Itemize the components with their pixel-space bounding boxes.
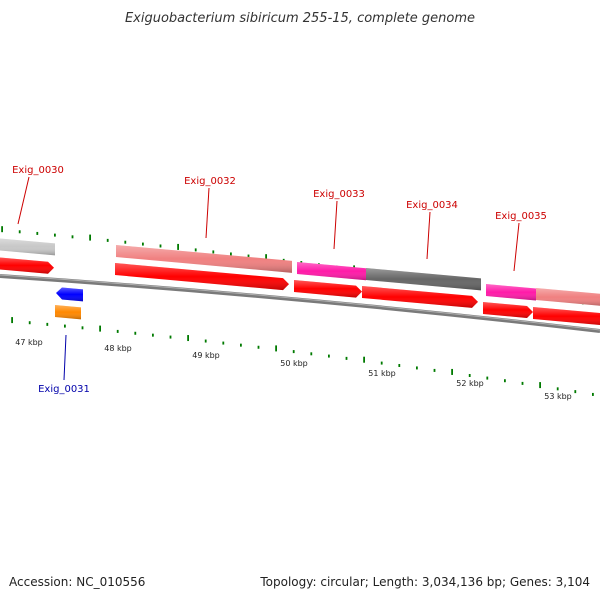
- upper-tick: [177, 243, 179, 250]
- feature-pink-exig-0032-shading: [116, 245, 292, 273]
- feature-magenta-exig-0033-shading: [297, 262, 366, 281]
- connector-exig-0034: [426, 211, 431, 260]
- scale-label-48kbp: 48 kbp: [104, 344, 132, 353]
- scale-label-47kbp: 47 kbp: [15, 338, 43, 347]
- gene-label-connectors: [17, 176, 520, 381]
- accession-text: Accession: NC_010556: [9, 575, 145, 589]
- gene-label-exig-0035[interactable]: Exig_0035: [495, 211, 547, 222]
- lower-tick: [592, 392, 594, 396]
- gene-label-exig-0032[interactable]: Exig_0032: [184, 176, 236, 187]
- upper-tick: [36, 231, 39, 235]
- lower-tick: [398, 363, 401, 367]
- lower-tick: [152, 333, 154, 337]
- lower-tick: [64, 324, 66, 328]
- lower-tick: [574, 390, 577, 394]
- lower-tick: [187, 335, 189, 342]
- gene-label-exig-0033[interactable]: Exig_0033: [313, 189, 365, 200]
- lower-tick: [46, 322, 49, 326]
- feature-pink-right-shading: [536, 288, 600, 306]
- genome-backbone-highlight: [0, 274, 600, 331]
- lower-tick: [486, 376, 489, 380]
- cds-red-exig-0030-shading: [0, 257, 54, 274]
- scale-label-50kbp: 50 kbp: [280, 359, 308, 368]
- scale-label-49kbp: 49 kbp: [192, 351, 220, 360]
- lower-tick: [521, 381, 524, 385]
- lower-tick: [81, 326, 84, 330]
- lower-tick: [257, 345, 260, 349]
- scale-label-53kbp: 53 kbp: [544, 392, 572, 401]
- lower-tick: [240, 343, 242, 347]
- upper-tick: [106, 238, 109, 242]
- feature-orange-exig-0031-shading: [55, 305, 81, 320]
- upper-tick: [1, 226, 3, 233]
- lower-tick-row: [11, 317, 594, 396]
- lower-tick: [468, 373, 471, 377]
- upper-tick: [71, 235, 74, 239]
- lower-tick: [28, 321, 31, 325]
- cds-red-exig-0033-shading: [294, 280, 362, 298]
- lower-tick: [380, 361, 383, 365]
- cds-red-exig-0032-shading: [115, 263, 289, 291]
- lower-tick: [416, 366, 418, 370]
- lower-tick: [292, 350, 295, 354]
- map-title: Exiguobacterium sibiricum 255-15, comple…: [125, 11, 475, 26]
- upper-tick: [194, 248, 197, 252]
- upper-tick: [124, 240, 127, 244]
- connector-exig-0030: [17, 176, 30, 225]
- genome-summary-text: Topology: circular; Length: 3,034,136 bp…: [259, 575, 590, 589]
- connector-exig-0035: [513, 222, 520, 272]
- gene-label-exig-0034[interactable]: Exig_0034: [406, 200, 458, 211]
- lower-tick: [539, 382, 541, 389]
- cds-red-exig-0035-shading: [483, 302, 533, 318]
- upper-tick: [54, 233, 56, 237]
- lower-tick: [556, 387, 559, 391]
- gene-label-exig-0030[interactable]: Exig_0030: [12, 165, 64, 176]
- gene-label-exig-0031[interactable]: Exig_0031: [38, 384, 90, 395]
- feature-magenta-exig-0035-shading: [486, 284, 536, 301]
- upper-tick: [142, 242, 144, 246]
- upper-tick: [247, 254, 250, 258]
- lower-tick: [363, 356, 365, 363]
- lower-tick: [310, 352, 313, 356]
- upper-tick: [212, 250, 215, 254]
- feature-darkgray-exig-0034-shading: [366, 268, 481, 291]
- upper-tick: [159, 244, 162, 248]
- scale-label-52kbp: 52 kbp: [456, 379, 484, 388]
- lower-tick: [433, 368, 436, 372]
- connector-exig-0032: [205, 187, 210, 239]
- lower-tick: [328, 354, 330, 358]
- lower-tick: [451, 368, 453, 375]
- cds-blue-exig-0031-shading: [56, 287, 83, 302]
- lower-tick: [275, 345, 277, 352]
- cds-red-right-shading: [533, 307, 600, 326]
- connector-exig-0033: [333, 200, 338, 250]
- feature-gray-left-shading: [0, 238, 55, 256]
- lower-tick: [99, 325, 101, 332]
- genome-backbone: [0, 274, 600, 333]
- lower-tick: [345, 356, 348, 360]
- upper-tick: [230, 252, 232, 256]
- lower-tick: [134, 331, 137, 335]
- lower-tick: [11, 317, 13, 324]
- lower-tick: [222, 341, 225, 345]
- lower-tick: [504, 379, 506, 383]
- upper-tick: [18, 230, 21, 234]
- gene-features: [0, 238, 600, 326]
- cds-red-exig-0034-shading: [362, 286, 478, 308]
- lower-tick: [169, 335, 172, 339]
- connector-exig-0031: [63, 334, 67, 381]
- upper-tick: [265, 254, 267, 261]
- lower-tick: [204, 339, 207, 343]
- lower-tick: [116, 329, 119, 333]
- upper-tick: [89, 234, 91, 241]
- scale-label-51kbp: 51 kbp: [368, 369, 396, 378]
